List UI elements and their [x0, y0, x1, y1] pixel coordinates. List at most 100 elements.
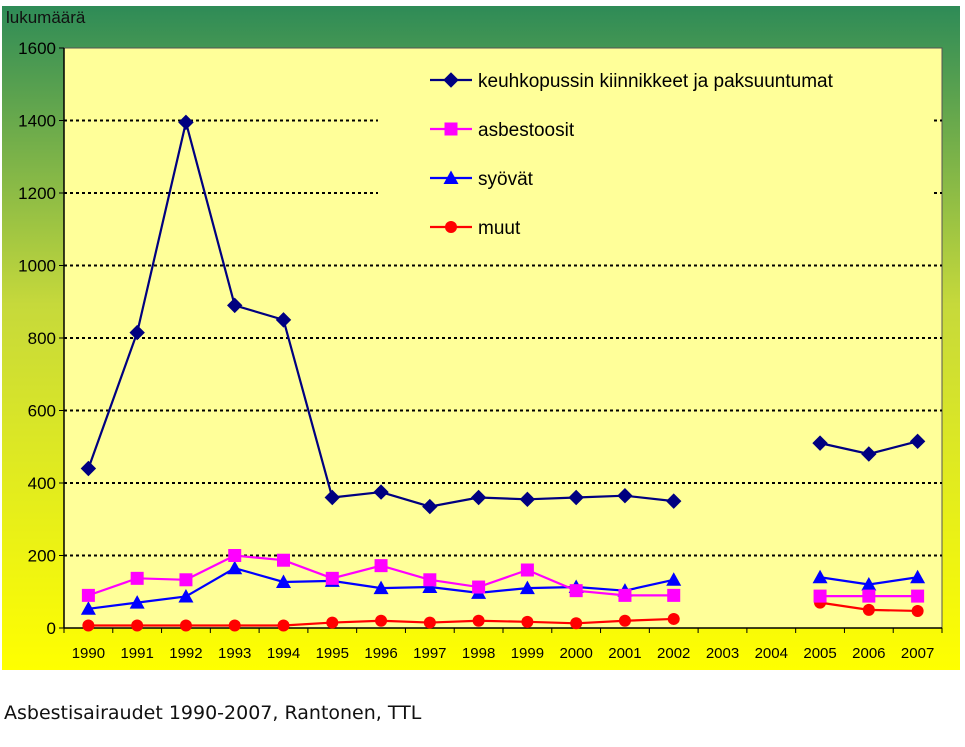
data-point — [373, 580, 389, 595]
data-point — [909, 433, 926, 450]
data-point — [129, 595, 145, 609]
legend-marker — [444, 122, 458, 136]
data-point — [80, 460, 97, 477]
data-point — [82, 619, 95, 632]
data-point — [862, 603, 875, 616]
x-tick-label: 1999 — [511, 645, 544, 662]
y-axis-label: lukumäärä — [6, 8, 86, 27]
data-point — [666, 493, 682, 509]
data-point — [422, 498, 438, 515]
data-point — [324, 489, 340, 506]
data-point — [228, 619, 241, 632]
data-point — [130, 571, 144, 585]
data-point — [131, 619, 144, 632]
data-point — [617, 487, 633, 504]
data-point — [178, 588, 194, 603]
data-point — [373, 484, 389, 500]
series-diamond — [80, 114, 926, 515]
data-point — [813, 589, 827, 603]
x-tick-label: 2006 — [852, 645, 885, 662]
x-tick-label: 1996 — [364, 645, 397, 662]
legend-background — [378, 56, 934, 256]
data-point — [618, 588, 632, 602]
data-point — [374, 559, 388, 573]
figure-caption: Asbestisairaudet 1990-2007, Rantonen, TT… — [4, 702, 422, 724]
data-point — [862, 589, 876, 603]
y-tick-label: 1600 — [18, 39, 56, 58]
data-point — [472, 580, 486, 594]
data-point — [277, 619, 290, 632]
x-tick-label: 2003 — [706, 645, 739, 662]
data-point — [666, 572, 682, 586]
data-point — [520, 563, 534, 577]
legend-label: syövät — [478, 169, 534, 190]
data-point — [570, 617, 583, 630]
data-point — [228, 549, 242, 562]
data-point — [667, 588, 681, 602]
data-point — [472, 614, 485, 627]
data-point — [812, 435, 828, 451]
data-point — [179, 619, 192, 632]
y-tick-label: 1000 — [18, 257, 56, 276]
data-point — [375, 614, 388, 627]
legend-label: muut — [478, 218, 521, 239]
x-tick-label: 1997 — [413, 645, 446, 662]
series-circle — [82, 596, 924, 632]
data-point — [129, 324, 145, 341]
data-point — [81, 588, 95, 602]
x-tick-label: 2005 — [803, 645, 836, 662]
y-tick-label: 400 — [28, 474, 56, 493]
x-tick-label: 1992 — [169, 645, 202, 662]
y-tick-label: 1200 — [18, 184, 56, 203]
data-point — [519, 580, 535, 595]
data-point — [470, 489, 487, 506]
y-tick-label: 0 — [47, 619, 56, 638]
series-layer — [80, 114, 926, 632]
data-point — [276, 574, 291, 588]
x-tick-label: 1991 — [120, 645, 153, 662]
data-point — [423, 573, 437, 587]
data-point — [277, 553, 290, 567]
y-tick-label: 1400 — [18, 112, 56, 131]
legend-marker — [445, 221, 457, 233]
x-tick-label: 2007 — [901, 645, 934, 662]
axes: 0 200 400 600 800 1000 1200 1400 1600 1990 1991 199… — [18, 39, 943, 662]
data-point — [618, 614, 631, 627]
chart-svg: 0 200 400 600 800 1000 1200 1400 1600 1990 1991 199… — [2, 6, 960, 670]
data-point — [911, 589, 925, 603]
y-tick-label: 600 — [28, 402, 56, 421]
legend-marker — [443, 170, 459, 184]
data-point — [861, 577, 877, 591]
data-point — [519, 491, 536, 508]
data-point — [227, 560, 243, 575]
data-point — [521, 615, 534, 628]
x-tick-label: 2000 — [559, 645, 592, 662]
legend: keuhkopussin kiinnikkeet ja paksuuntumat… — [378, 56, 934, 256]
x-tick-label: 2002 — [657, 645, 690, 662]
data-point — [325, 571, 339, 585]
x-tick-label: 2001 — [608, 645, 641, 662]
data-point — [812, 569, 828, 584]
x-tick-label: 1998 — [462, 645, 495, 662]
data-point — [569, 584, 583, 598]
data-point — [179, 573, 193, 587]
legend-label: asbestoosit — [478, 120, 575, 141]
data-point — [178, 114, 194, 131]
data-point — [326, 616, 339, 629]
data-point — [667, 612, 680, 625]
x-tick-label: 1994 — [267, 645, 300, 662]
data-point — [910, 569, 926, 584]
data-point — [568, 489, 584, 506]
chart: 0 200 400 600 800 1000 1200 1400 1600 1990 1991 199… — [2, 6, 960, 670]
y-tick-label: 800 — [28, 329, 56, 348]
y-tick-label: 200 — [28, 547, 56, 566]
x-tick-label: 2004 — [755, 645, 788, 662]
data-point — [861, 446, 877, 462]
data-point — [911, 604, 924, 617]
series-square — [81, 549, 925, 603]
data-point — [423, 616, 436, 629]
x-tick-label: 1993 — [218, 645, 251, 662]
data-point — [80, 601, 96, 615]
data-point — [275, 312, 292, 328]
data-point — [227, 297, 243, 314]
